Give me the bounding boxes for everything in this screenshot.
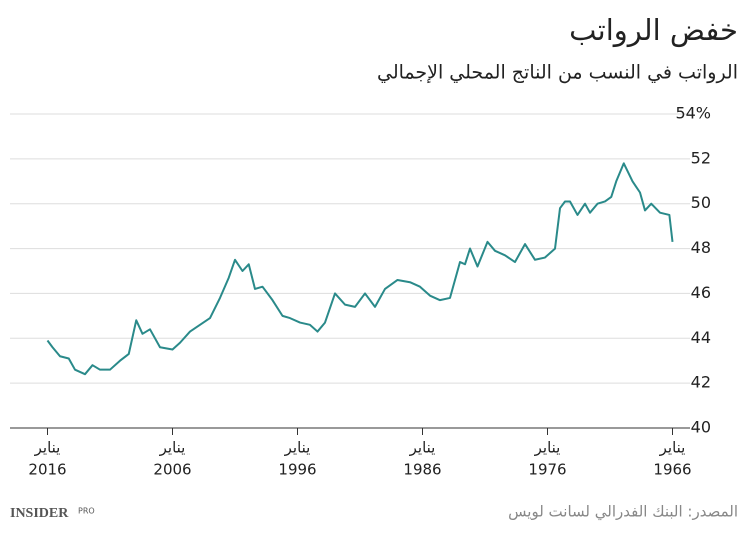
x-tick-label: 1966 — [653, 461, 691, 479]
logo: INSIDER — [10, 506, 69, 521]
x-tick-prefix: يناير — [284, 439, 311, 457]
x-tick-prefix: يناير — [34, 439, 61, 457]
chart-title: خفض الرواتب — [569, 13, 738, 47]
x-tick-prefix: يناير — [159, 439, 186, 457]
y-tick-label: 40 — [691, 418, 711, 437]
y-tick-label: 54% — [675, 104, 711, 123]
chart-subtitle: الرواتب في النسب من الناتج المحلي الإجما… — [377, 62, 738, 84]
y-tick-label: 46 — [691, 283, 711, 302]
logo-sub: PRO — [78, 507, 95, 516]
x-tick-label: 1996 — [278, 461, 316, 479]
y-tick-label: 50 — [691, 193, 711, 212]
x-tick-label: 2006 — [153, 461, 191, 479]
x-tick-prefix: يناير — [534, 439, 561, 457]
y-tick-label: 42 — [691, 373, 711, 392]
y-tick-label: 48 — [691, 238, 711, 257]
data-line — [46, 162, 674, 376]
y-tick-label: 52 — [691, 148, 711, 167]
y-tick-label: 44 — [691, 328, 711, 347]
x-tick-label: 1986 — [403, 461, 441, 479]
x-tick-prefix: يناير — [409, 439, 436, 457]
x-tick-prefix: يناير — [659, 439, 686, 457]
x-tick-label: 1976 — [528, 461, 566, 479]
source: المصدر: البنك الفدرالي لسانت لويس — [508, 503, 738, 522]
x-tick-label: 2016 — [28, 461, 66, 479]
